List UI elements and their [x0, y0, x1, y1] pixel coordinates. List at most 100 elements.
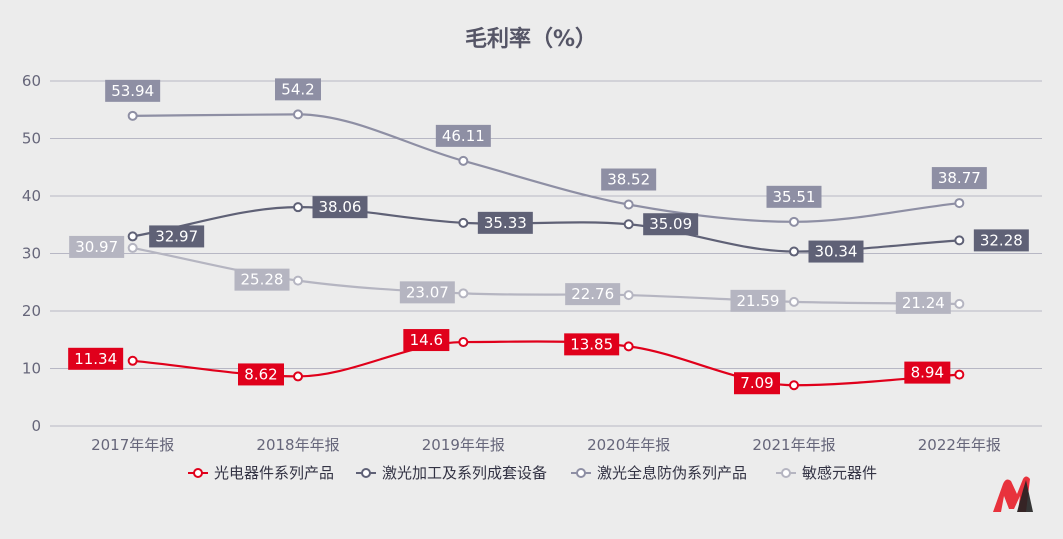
data-point[interactable] — [293, 275, 303, 286]
data-point[interactable] — [789, 296, 799, 307]
data-point[interactable] — [623, 219, 634, 230]
data-label-box — [69, 235, 125, 258]
data-point[interactable] — [127, 110, 138, 121]
data-point[interactable] — [623, 341, 634, 352]
y-tick-label: 30 — [22, 245, 41, 263]
y-axis: 0 10 20 30 40 50 60 — [22, 72, 41, 435]
data-label-box — [312, 196, 368, 219]
data-label-text: 25.28 — [241, 271, 284, 289]
legend-marker-icon — [576, 468, 586, 478]
data-label-box — [68, 347, 124, 370]
data-point[interactable] — [293, 202, 303, 213]
data-label-box — [904, 361, 951, 384]
data-label-text: 38.52 — [607, 171, 650, 189]
data-label-text: 23.07 — [406, 283, 449, 301]
data-label: 21.59 — [730, 289, 786, 312]
data-label: 11.34 — [68, 347, 124, 370]
legend[interactable]: 光电器件系列产品 激光加工及系列成套设备 激光全息防伪系列产品 敏感元器件 — [188, 464, 877, 482]
legend-item[interactable]: 光电器件系列产品 — [188, 464, 334, 482]
x-axis: 2017年年报 2018年年报 2019年年报 2020年年报 2021年年报 2022年… — [91, 436, 1001, 454]
x-tick-label: 2021年年报 — [752, 436, 835, 454]
legend-item[interactable]: 敏感元器件 — [776, 464, 877, 482]
legend-item[interactable]: 激光加工及系列成套设备 — [356, 464, 547, 482]
data-point[interactable] — [623, 199, 634, 210]
data-point[interactable] — [623, 290, 634, 301]
data-point[interactable] — [458, 337, 469, 348]
data-label-box — [403, 329, 450, 352]
data-label-box — [931, 167, 987, 190]
data-label-text: 35.33 — [484, 214, 527, 232]
data-label: 13.85 — [564, 333, 620, 356]
data-label: 35.33 — [477, 211, 533, 234]
data-point[interactable] — [458, 288, 469, 299]
data-label-box — [601, 168, 657, 191]
data-label-text: 38.06 — [319, 198, 362, 216]
data-point[interactable] — [954, 369, 965, 380]
data-label-box — [275, 78, 321, 101]
grid-lines — [50, 80, 1042, 427]
legend-item[interactable]: 激光全息防伪系列产品 — [571, 464, 747, 482]
data-label: 22.76 — [565, 283, 621, 306]
data-point[interactable] — [293, 371, 303, 382]
data-point[interactable] — [293, 109, 303, 120]
data-point[interactable] — [789, 380, 799, 391]
legend-marker-icon — [781, 468, 791, 478]
data-label-text: 21.59 — [737, 292, 780, 310]
data-point[interactable] — [954, 235, 965, 246]
data-point[interactable] — [954, 298, 965, 309]
data-label: 38.77 — [931, 167, 987, 190]
data-point[interactable] — [954, 198, 965, 209]
data-label: 23.07 — [399, 281, 455, 304]
data-label: 21.24 — [895, 291, 951, 314]
data-label-text: 22.76 — [571, 285, 614, 303]
data-label-text: 13.85 — [570, 335, 613, 353]
data-label: 32.28 — [973, 229, 1029, 252]
data-label: 14.6 — [403, 329, 450, 352]
data-label-box — [973, 229, 1029, 252]
data-point[interactable] — [789, 216, 799, 227]
data-label-box — [766, 185, 822, 208]
data-label: 35.51 — [766, 185, 822, 208]
y-tick-label: 60 — [22, 72, 41, 90]
x-tick-label: 2020年年报 — [587, 436, 670, 454]
brand-logo — [993, 476, 1033, 512]
y-tick-label: 20 — [22, 302, 41, 320]
data-point[interactable] — [458, 217, 469, 228]
data-point[interactable] — [127, 355, 138, 366]
data-label-box — [435, 124, 491, 147]
data-label: 8.94 — [904, 361, 951, 384]
data-label: 53.94 — [105, 79, 161, 102]
data-label-text: 32.97 — [155, 227, 198, 245]
legend-label: 敏感元器件 — [802, 464, 877, 482]
data-label: 46.11 — [435, 124, 491, 147]
legend-marker-icon — [193, 468, 203, 478]
data-label-box — [477, 211, 533, 234]
data-label: 25.28 — [234, 268, 290, 291]
data-point[interactable] — [789, 246, 799, 257]
data-point[interactable] — [127, 242, 138, 253]
y-tick-label: 40 — [22, 187, 41, 205]
data-label-box — [234, 268, 290, 291]
data-label: 30.34 — [808, 240, 864, 263]
data-label-text: 14.6 — [410, 331, 443, 349]
data-label-box — [565, 283, 621, 306]
y-tick-label: 10 — [22, 360, 41, 378]
data-label: 38.52 — [601, 168, 657, 191]
chart-title: 毛利率（%） — [465, 26, 597, 52]
data-label-text: 46.11 — [442, 127, 485, 145]
data-label: 7.09 — [734, 372, 780, 395]
data-label-text: 30.34 — [815, 243, 858, 261]
y-tick-label: 0 — [31, 417, 41, 435]
data-label-text: 8.94 — [911, 364, 944, 382]
data-point[interactable] — [458, 155, 469, 166]
data-label: 35.09 — [643, 213, 699, 236]
data-label-text: 35.09 — [649, 215, 692, 233]
data-point[interactable] — [127, 231, 138, 242]
data-label-box — [895, 291, 951, 314]
x-tick-label: 2017年年报 — [91, 436, 174, 454]
data-label-box — [399, 281, 455, 304]
x-tick-label: 2022年年报 — [918, 436, 1001, 454]
data-label-box — [238, 363, 284, 386]
data-label-text: 53.94 — [111, 82, 154, 100]
